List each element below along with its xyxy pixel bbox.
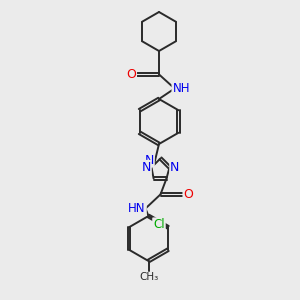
Text: N: N [141, 161, 151, 174]
Text: O: O [184, 188, 193, 201]
Text: HN: HN [128, 202, 146, 215]
Text: CH₃: CH₃ [139, 272, 158, 283]
Text: Cl: Cl [153, 218, 165, 231]
Text: N: N [144, 154, 154, 167]
Text: O: O [126, 68, 136, 81]
Text: N: N [170, 161, 180, 174]
Text: NH: NH [172, 82, 190, 95]
